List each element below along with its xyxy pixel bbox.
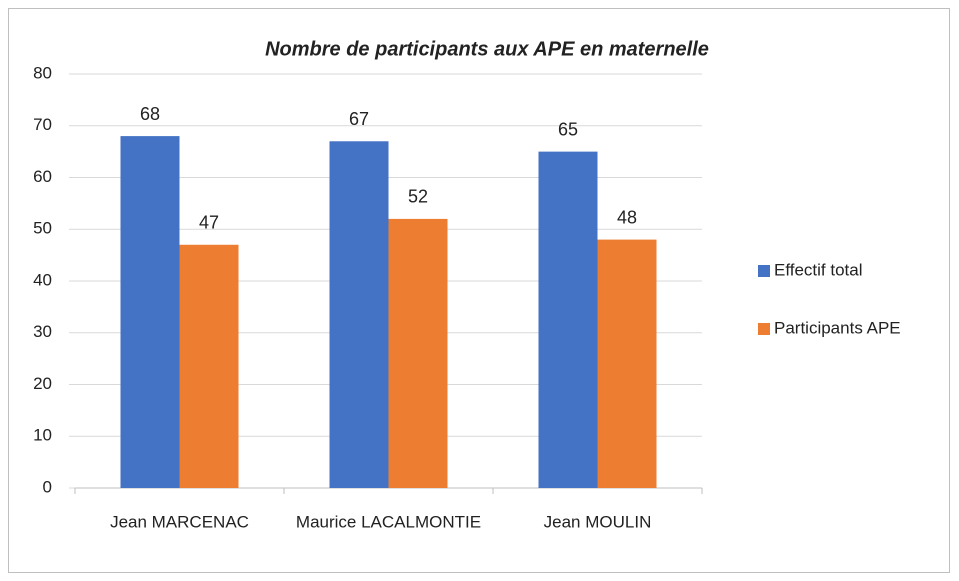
x-tick-label: Jean MOULIN [544,512,652,531]
y-tick-label: 60 [33,167,52,186]
y-tick-label: 0 [43,477,52,496]
y-tick-label: 70 [33,115,52,134]
data-label: 47 [199,213,219,233]
y-tick-label: 30 [33,322,52,341]
data-label: 48 [617,207,637,227]
x-tick-label: Jean MARCENAC [110,512,249,531]
bar [388,218,448,488]
bar [179,244,239,488]
y-tick-label: 50 [33,219,52,238]
data-label: 67 [349,109,369,129]
data-label: 52 [408,187,428,207]
chart-title: Nombre de participants aux APE en matern… [265,38,709,60]
bar [329,141,389,488]
y-tick-label: 40 [33,270,52,289]
legend-label: Effectif total [774,260,863,279]
legend-swatch [758,323,770,335]
data-label: 65 [558,119,578,139]
bar [538,151,598,488]
x-tick-label: Maurice LACALMONTIE [296,512,481,531]
legend-label: Participants APE [774,318,901,337]
y-tick-label: 80 [33,63,52,82]
y-tick-label: 20 [33,374,52,393]
data-label: 68 [140,104,160,124]
legend-swatch [758,265,770,277]
bar [120,136,180,488]
y-tick-label: 10 [33,426,52,445]
bar [597,239,657,488]
